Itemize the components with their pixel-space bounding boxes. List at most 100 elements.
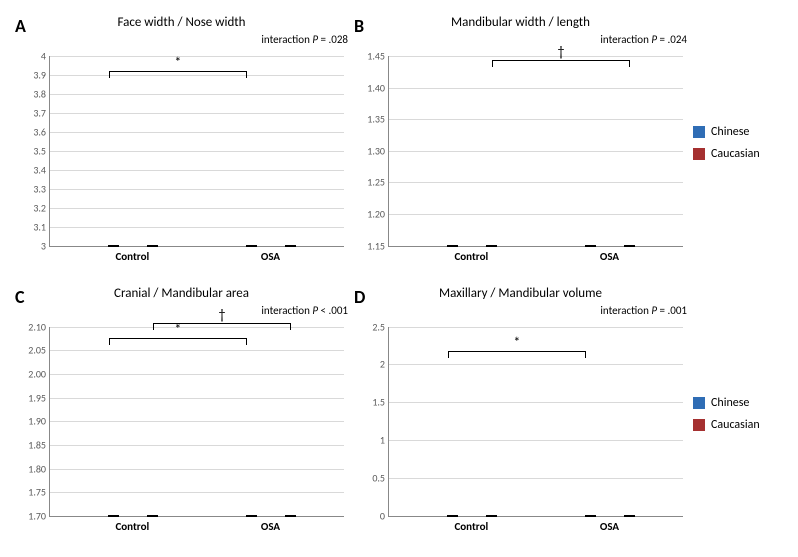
plot-area: 00.511.522.5ControlOSA* (388, 327, 683, 518)
panel-letter: A (15, 15, 26, 37)
ytick-label: 1.75 (28, 486, 46, 499)
interaction-p: interaction P < .001 (261, 304, 348, 317)
x-label: OSA (600, 250, 619, 263)
ytick-label: 1.95 (28, 391, 46, 404)
plot-area: 1.701.751.801.851.901.952.002.052.10Cont… (49, 327, 344, 518)
x-label: OSA (261, 250, 280, 263)
chart-area: 1.701.751.801.851.901.952.002.052.10Cont… (15, 317, 348, 538)
ytick-label: 1.70 (28, 510, 46, 523)
panel-grid: A Face width / Nose width interaction P … (15, 15, 783, 542)
panel-b: B Mandibular width / length interaction … (354, 15, 687, 272)
interaction-p: interaction P = .024 (600, 33, 687, 46)
gridline (389, 402, 683, 403)
legend-label-chinese: Chinese (711, 396, 749, 410)
gridline (389, 327, 683, 328)
x-label: OSA (600, 520, 619, 533)
significance-bracket (109, 71, 247, 78)
legend-label-caucasian: Caucasian (711, 418, 760, 432)
ytick-label: 1.5 (372, 396, 385, 409)
ytick-label: 3.7 (33, 106, 46, 119)
gridline (50, 208, 344, 209)
significance-symbol: * (513, 334, 520, 351)
ytick-label: 0 (380, 510, 385, 523)
legend-item-caucasian: Caucasian (693, 418, 783, 432)
interaction-p: interaction P = .028 (261, 33, 348, 46)
panel-d: D Maxillary / Mandibular volume interact… (354, 286, 687, 543)
swatch-caucasian (693, 419, 705, 431)
ytick-label: 2 (380, 358, 385, 371)
gridline (50, 350, 344, 351)
gridline (389, 478, 683, 479)
significance-symbol: * (174, 321, 181, 338)
gridline (50, 492, 344, 493)
x-label: Control (454, 520, 488, 533)
ytick-label: 1.35 (367, 113, 385, 126)
gridline (389, 119, 683, 120)
chart-title: Cranial / Mandibular area (15, 286, 348, 301)
ytick-label: 3.4 (33, 163, 46, 176)
chart-title: Maxillary / Mandibular volume (354, 286, 687, 301)
gridline (389, 151, 683, 152)
gridline (50, 469, 344, 470)
gridline (50, 170, 344, 171)
swatch-chinese (693, 126, 705, 138)
gridline (50, 227, 344, 228)
panel-letter: C (15, 286, 25, 308)
legend-label-caucasian: Caucasian (711, 147, 760, 161)
x-label: Control (115, 520, 149, 533)
chart-title: Face width / Nose width (15, 15, 348, 30)
significance-bracket (109, 338, 247, 345)
significance-symbol: † (557, 43, 564, 60)
ytick-label: 1.90 (28, 415, 46, 428)
ytick-label: 1.25 (367, 176, 385, 189)
significance-symbol: * (174, 54, 181, 71)
gridline (50, 151, 344, 152)
plot-area: 1.151.201.251.301.351.401.45ControlOSA† (388, 56, 683, 247)
x-label: Control (454, 250, 488, 263)
ytick-label: 1.45 (367, 50, 385, 63)
ytick-label: 4 (41, 50, 46, 63)
legend-bottom: Chinese Caucasian (693, 286, 783, 543)
gridline (50, 132, 344, 133)
gridline (50, 56, 344, 57)
gridline (50, 113, 344, 114)
legend-label-chinese: Chinese (711, 125, 749, 139)
gridline (389, 182, 683, 183)
ytick-label: 3.5 (33, 144, 46, 157)
gridline (389, 214, 683, 215)
ytick-label: 3.6 (33, 125, 46, 138)
panel-c: C Cranial / Mandibular area interaction … (15, 286, 348, 543)
swatch-chinese (693, 397, 705, 409)
ytick-label: 3.8 (33, 87, 46, 100)
ytick-label: 3 (41, 239, 46, 252)
ytick-label: 1.85 (28, 438, 46, 451)
significance-bracket (448, 351, 586, 358)
ytick-label: 1.20 (367, 207, 385, 220)
ytick-label: 2.05 (28, 344, 46, 357)
chart-title: Mandibular width / length (354, 15, 687, 30)
ytick-label: 3.3 (33, 182, 46, 195)
panel-letter: B (354, 15, 364, 37)
gridline (50, 94, 344, 95)
ytick-label: 3.2 (33, 201, 46, 214)
gridline (389, 56, 683, 57)
ytick-label: 0.5 (372, 472, 385, 485)
ytick-label: 1.80 (28, 462, 46, 475)
ytick-label: 1 (380, 434, 385, 447)
gridline (50, 189, 344, 190)
legend-item-chinese: Chinese (693, 396, 783, 410)
chart-area: 33.13.23.33.43.53.63.73.83.94ControlOSA* (15, 46, 348, 267)
plot-area: 33.13.23.33.43.53.63.73.83.94ControlOSA* (49, 56, 344, 247)
gridline (389, 364, 683, 365)
gridline (50, 374, 344, 375)
ytick-label: 2.00 (28, 367, 46, 380)
panel-a: A Face width / Nose width interaction P … (15, 15, 348, 272)
gridline (389, 440, 683, 441)
legend-item-chinese: Chinese (693, 125, 783, 139)
ytick-label: 3.1 (33, 220, 46, 233)
ytick-label: 1.30 (367, 144, 385, 157)
x-label: OSA (261, 520, 280, 533)
panel-letter: D (354, 286, 365, 308)
swatch-caucasian (693, 148, 705, 160)
legend-top: Chinese Caucasian (693, 15, 783, 272)
